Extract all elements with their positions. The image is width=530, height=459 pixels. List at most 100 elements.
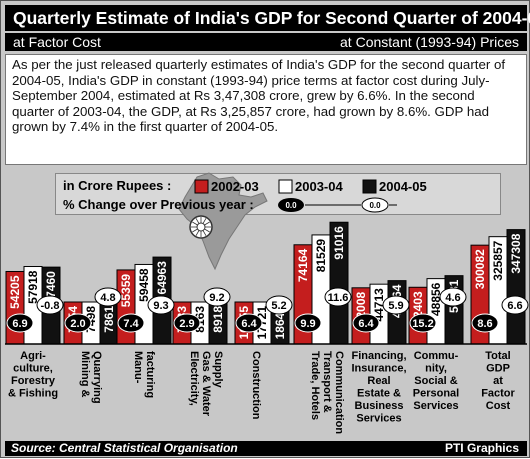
- category-labels-layer: Agri-culture,Forestry& Fishing Mining & Qu…: [8, 350, 516, 434]
- legend-label-2004-05: 2004-05: [379, 179, 427, 194]
- pct-label-2003-04-cat1: 2.0: [70, 318, 85, 330]
- category-label-line: GDP: [486, 363, 510, 375]
- pct-oval-2003-04-cat0: [6, 313, 34, 333]
- category-label-line: nity,: [425, 363, 447, 375]
- legend-swatch-2004-05: [362, 179, 377, 194]
- legend-pct-light-oval: [361, 197, 389, 213]
- legend: in Crore Rupees : 2002-03 2003-04 2004-0…: [63, 178, 427, 213]
- pct-oval-2004-05-cat7: [439, 287, 467, 307]
- india-map-graphic: [178, 172, 268, 271]
- category-label-line: facturing: [144, 351, 156, 398]
- legend-swatch-2003-04: [278, 179, 293, 194]
- value-label-2002-03-cat8: 300082: [473, 249, 487, 289]
- pct-label-2004-05-cat4: 5.2: [271, 300, 286, 312]
- category-label-cat2: Manu-facturing: [132, 351, 156, 398]
- legend-swatch-2002-03: [194, 179, 209, 194]
- category-label-line: at: [493, 375, 503, 387]
- value-label-2004-05-cat3: 8918: [211, 306, 225, 333]
- pct-oval-2003-04-cat5: [294, 313, 322, 333]
- pct-label-2003-04-cat2: 7.4: [123, 318, 139, 330]
- category-label-line: Services: [356, 413, 401, 425]
- pct-label-2003-04-cat5: 9.9: [300, 318, 315, 330]
- footer-bar: Source: Central Statistical Organisation…: [5, 441, 527, 456]
- credit-note: PTI Graphics: [444, 441, 519, 455]
- emblem-icon: [189, 215, 213, 239]
- category-label-line: Transport &: [321, 351, 333, 413]
- pct-label-2004-05-cat8: 6.6: [507, 300, 522, 312]
- source-note: Source: Central Statistical Organisation: [11, 441, 238, 455]
- pct-oval-2003-04-cat1: [64, 313, 92, 333]
- category-label-line: Trade, Hotels: [309, 351, 321, 420]
- pct-oval-2004-05-cat3: [203, 287, 231, 307]
- pct-label-2004-05-cat6: 5.9: [388, 300, 403, 312]
- value-label-2003-04-cat8: 325857: [491, 240, 505, 280]
- chart-title: Quarterly Estimate of India's GDP for Se…: [5, 5, 530, 31]
- pct-label-2003-04-cat0: 6.9: [12, 318, 27, 330]
- category-label-line: Real: [367, 375, 390, 387]
- category-label-line: Electricity,: [188, 351, 200, 406]
- category-label-line: Communication: [333, 351, 345, 434]
- subtitle-bar: at Factor Cost at Constant (1993-94) Pri…: [5, 33, 527, 51]
- category-label-line: Gas & Water: [200, 351, 212, 417]
- pct-oval-2004-05-cat2: [147, 295, 175, 315]
- pct-oval-2004-05-cat1: [94, 287, 122, 307]
- category-label-cat5: Trade, Hotels Transport & Communication: [309, 351, 345, 434]
- subtitle-right: at Constant (1993-94) Prices: [340, 34, 519, 50]
- legend-label-2002-03: 2002-03: [211, 179, 259, 194]
- pct-label-2004-05-cat3: 9.2: [209, 292, 224, 304]
- value-label-2003-04-cat2: 59458: [137, 268, 151, 302]
- pct-label-2004-05-cat7: 4.6: [445, 292, 460, 304]
- category-label-cat0: Agri-culture,Forestry& Fishing: [8, 350, 58, 400]
- category-label-line: Insurance,: [351, 363, 406, 375]
- category-label-line: & Fishing: [8, 388, 58, 400]
- category-label-cat3: Electricity, Gas & Water Supply: [188, 351, 224, 417]
- pct-label-2004-05-cat0: -0.8: [41, 300, 60, 312]
- pct-label-2003-04-cat4: 6.4: [241, 318, 257, 330]
- pct-oval-2004-05-cat6: [382, 295, 410, 315]
- category-label-line: Estate &: [357, 388, 401, 400]
- legend-box: [55, 173, 501, 215]
- value-label-2004-05-cat8: 347308: [509, 233, 523, 273]
- pct-oval-2003-04-cat6: [352, 313, 380, 333]
- legend-pct-dark-text: 0.0: [285, 201, 297, 210]
- pct-oval-2003-04-cat7: [409, 313, 437, 333]
- value-label-2003-04-cat5: 81529: [314, 239, 328, 273]
- category-label-line: Manu-: [132, 351, 144, 384]
- pct-oval-2003-04-cat8: [471, 313, 499, 333]
- category-label-line: Personal: [413, 388, 459, 400]
- value-label-2002-03-cat5: 74164: [296, 248, 310, 282]
- description-text: As per the just released quarterly estim…: [5, 54, 527, 165]
- category-label-line: culture,: [13, 363, 53, 375]
- value-label-2002-03-cat2: 55359: [119, 274, 133, 308]
- pct-oval-2004-05-cat8: [501, 295, 529, 315]
- pct-label-2004-05-cat1: 4.8: [100, 292, 115, 304]
- legend-pct-dark-oval: [278, 198, 304, 212]
- category-label-line: Commu-: [414, 350, 459, 362]
- legend-pct-light-text: 0.0: [369, 201, 381, 210]
- india-map-icon: [178, 172, 268, 271]
- pct-label-2003-04-cat3: 2.9: [179, 318, 194, 330]
- value-label-2002-03-cat0: 54205: [8, 275, 22, 309]
- legend-label-2003-04: 2003-04: [295, 179, 343, 194]
- category-label-line: Agri-: [20, 350, 46, 362]
- category-label-line: Mining &: [79, 351, 91, 397]
- value-label-2003-04-cat7: 48856: [429, 282, 443, 316]
- pct-ovals-layer: 6.9 -0.8 2.0 4.8 7.4 9.3 2.9 9.2 6.4 5.2 9.9 11.6 6.…: [6, 287, 529, 333]
- category-label-line: Social &: [414, 375, 457, 387]
- pct-oval-2004-05-cat4: [265, 295, 293, 315]
- category-label-cat1: Mining & Quarrying: [79, 351, 103, 404]
- pct-label-2003-04-cat8: 8.6: [477, 318, 492, 330]
- value-label-2004-05-cat5: 91016: [332, 226, 346, 260]
- subtitle-left: at Factor Cost: [13, 34, 101, 50]
- category-label-cat4: Construction: [250, 351, 262, 420]
- category-label-line: Cost: [486, 400, 511, 412]
- pct-oval-2004-05-cat0: [36, 295, 64, 315]
- value-label-2004-05-cat2: 64963: [155, 261, 169, 295]
- category-label-line: Financing,: [352, 350, 407, 362]
- category-label-line: Services: [413, 400, 458, 412]
- bars-layer: [5, 221, 526, 345]
